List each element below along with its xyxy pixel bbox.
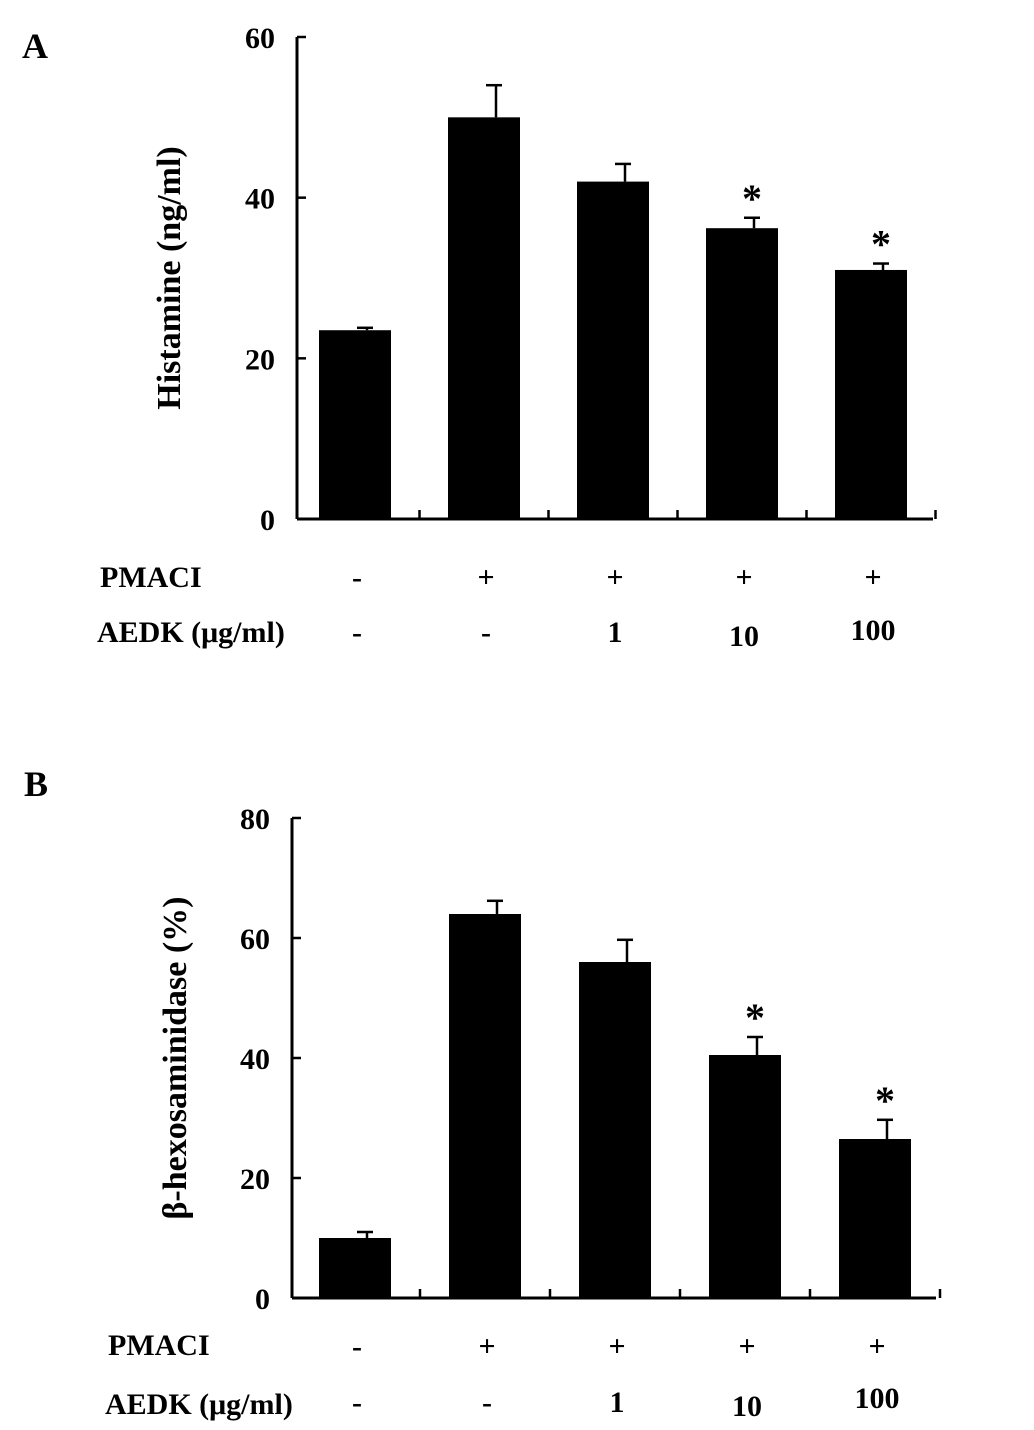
aedk-value: 100 <box>855 1382 900 1415</box>
aedk-value: - <box>481 616 491 649</box>
y-tick-label: 20 <box>245 343 275 376</box>
y-axis-label: Histamine (ng/ml) <box>151 146 188 409</box>
y-tick-label: 40 <box>240 1043 270 1076</box>
pmaci-value: + <box>738 1330 755 1363</box>
pmaci-value: + <box>735 561 752 594</box>
bar <box>319 1238 391 1298</box>
y-tick-label: 0 <box>255 1283 270 1316</box>
aedk-value: 100 <box>851 614 896 647</box>
y-tick-label: 60 <box>240 923 270 956</box>
bar <box>579 962 651 1298</box>
panel-label: A <box>22 26 48 66</box>
pmaci-value: - <box>352 561 362 594</box>
bar <box>706 228 778 519</box>
aedk-value: 1 <box>608 616 623 649</box>
bar <box>835 269 907 519</box>
bar <box>448 117 520 519</box>
aedk-value: - <box>352 616 362 649</box>
y-axis-label: β-hexosaminidase (%) <box>157 897 194 1220</box>
y-tick-label: 0 <box>260 504 275 537</box>
aedk-value: 10 <box>732 1390 762 1423</box>
bar <box>709 1055 781 1298</box>
y-tick-label: 20 <box>240 1163 270 1196</box>
significance-marker: * <box>871 222 891 267</box>
aedk-value: - <box>482 1386 492 1419</box>
bar <box>449 914 521 1298</box>
pmaci-value: + <box>477 561 494 594</box>
aedk-value: 1 <box>610 1386 625 1419</box>
row-label-pmaci: PMACI <box>100 561 202 594</box>
pmaci-value: + <box>606 561 623 594</box>
panel-label: B <box>24 764 48 804</box>
pmaci-value: + <box>608 1330 625 1363</box>
pmaci-value: + <box>868 1330 885 1363</box>
bar <box>839 1139 911 1298</box>
y-tick-label: 40 <box>245 183 275 216</box>
panel-a: A Histamine (ng/ml) PMACI AEDK (μg/ml) 0… <box>22 22 937 653</box>
bar <box>577 181 649 519</box>
significance-marker: * <box>742 176 762 221</box>
y-tick-label: 60 <box>245 22 275 55</box>
aedk-value: - <box>352 1386 362 1419</box>
row-label-pmaci: PMACI <box>108 1329 210 1362</box>
pmaci-value: + <box>864 561 881 594</box>
pmaci-value: + <box>478 1330 495 1363</box>
row-label-aedk: AEDK (μg/ml) <box>97 616 285 649</box>
y-tick-label: 80 <box>240 803 270 836</box>
row-label-aedk: AEDK (μg/ml) <box>105 1388 293 1421</box>
bar <box>319 330 391 519</box>
significance-marker: * <box>875 1078 895 1123</box>
significance-marker: * <box>745 995 765 1040</box>
aedk-value: 10 <box>729 620 759 653</box>
pmaci-value: - <box>352 1330 362 1363</box>
panel-b: B β-hexosaminidase (%) PMACI AEDK (μg/ml… <box>24 764 942 1423</box>
